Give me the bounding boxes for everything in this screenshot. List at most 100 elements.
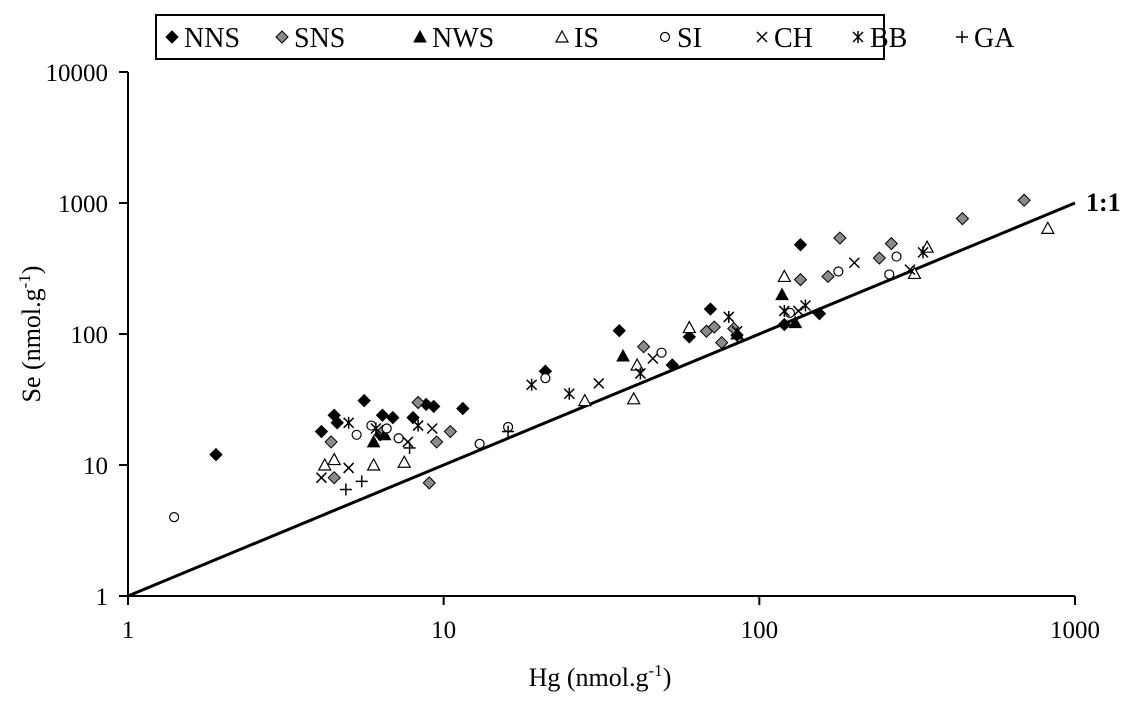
series-ga [339,425,515,496]
data-point-is [777,269,792,283]
data-point-ch [731,325,743,337]
legend-label-is: IS [574,23,599,54]
data-point-sns [443,424,458,439]
reference-line-1-1 [127,201,1076,598]
data-point-sns [324,435,338,449]
reference-line-label: 1:1 [1086,188,1121,217]
data-point-nns [427,399,441,414]
data-point-ga [339,483,352,496]
legend-marker-nns [165,30,179,44]
data-point-is [397,454,412,468]
x-tick-label: 100 [741,617,779,644]
data-point-sns [429,435,444,449]
legend-marker-is [554,29,570,43]
data-point-ch [593,377,605,389]
series-nns [209,238,827,462]
data-point-si [656,347,667,358]
y-tick-label: 100 [71,322,109,349]
data-point-bb [526,378,538,391]
data-point-si [351,429,362,440]
data-point-si [366,420,377,431]
data-point-bb [343,416,355,429]
series-si [169,251,902,523]
data-point-nws [616,348,630,362]
data-point-sns [955,211,970,226]
x-tick-label: 1 [122,617,135,644]
data-point-sns [821,269,835,284]
data-point-nns [777,317,792,332]
data-point-nns [612,323,626,338]
data-point-si [169,512,180,523]
data-point-nns [209,447,223,462]
data-point-si [474,438,485,449]
data-point-nws [788,315,803,329]
data-point-si [884,269,895,280]
data-point-is [626,391,641,405]
data-point-is [682,320,697,334]
data-point-bb [634,367,646,380]
data-point-sns [833,231,847,245]
y-axis-title: Se (nmol.g-1) [15,266,46,403]
data-point-bb [917,246,929,259]
data-point-sns [636,339,651,354]
legend-marker-sns [275,30,289,44]
data-point-ch [904,264,916,276]
legend-marker-ch [756,31,768,43]
data-point-nws [775,287,789,301]
x-axis-title: Hg (nmol.g-1) [529,661,672,692]
data-point-bb [723,310,735,323]
legend-marker-si [659,31,671,43]
data-point-ch [792,305,804,317]
data-point-sns [411,395,425,410]
legend-label-si: SI [677,23,702,54]
data-point-ch [315,472,327,484]
series-sns [324,193,1031,490]
data-point-nns [406,410,420,425]
data-point-sns [793,272,808,287]
data-point-nws [366,434,381,448]
data-point-is [907,266,922,280]
data-point-bb [799,299,811,312]
legend-item-si: SI [659,23,702,54]
data-point-bb [778,304,790,317]
data-point-nns [314,424,329,439]
series-is [317,221,1055,471]
data-points [169,193,1055,523]
legend-item-is: IS [554,23,599,54]
y-axis-title-end: ) [17,266,46,275]
data-point-ch [343,462,355,474]
data-point-nns [386,410,400,425]
data-point-is [366,457,381,471]
legend-marker-ga [956,31,968,43]
data-point-is [1040,221,1055,234]
data-point-nns [703,302,718,316]
data-point-is [630,357,645,371]
data-point-sns [884,236,899,251]
legend-label-ga: GA [974,23,1015,54]
data-point-ch [426,422,438,435]
legend-label-nns: NNS [184,23,240,54]
data-point-sns [422,476,436,490]
data-point-bb [412,419,424,432]
data-point-is [920,239,935,253]
legend-marker-nws [413,29,427,43]
data-point-ch [848,257,860,269]
legend-item-nws: NWS [413,23,494,54]
data-point-sns [872,251,887,265]
legend-label-sns: SNS [294,23,345,54]
data-point-ga [355,475,368,488]
y-tick-label: 1 [96,584,109,611]
data-point-sns [1017,193,1031,207]
data-point-sns [715,335,729,350]
data-point-sns [327,470,341,485]
y-axis-title-superscript: -1 [15,274,34,288]
x-ticks: 1 10 100 1000 [122,596,1100,644]
data-point-nns [812,306,827,321]
data-point-nns [330,416,344,430]
data-point-si [540,373,551,384]
data-point-ga [403,441,416,454]
series-bb [343,246,929,435]
legend-label-bb: BB [870,23,907,54]
